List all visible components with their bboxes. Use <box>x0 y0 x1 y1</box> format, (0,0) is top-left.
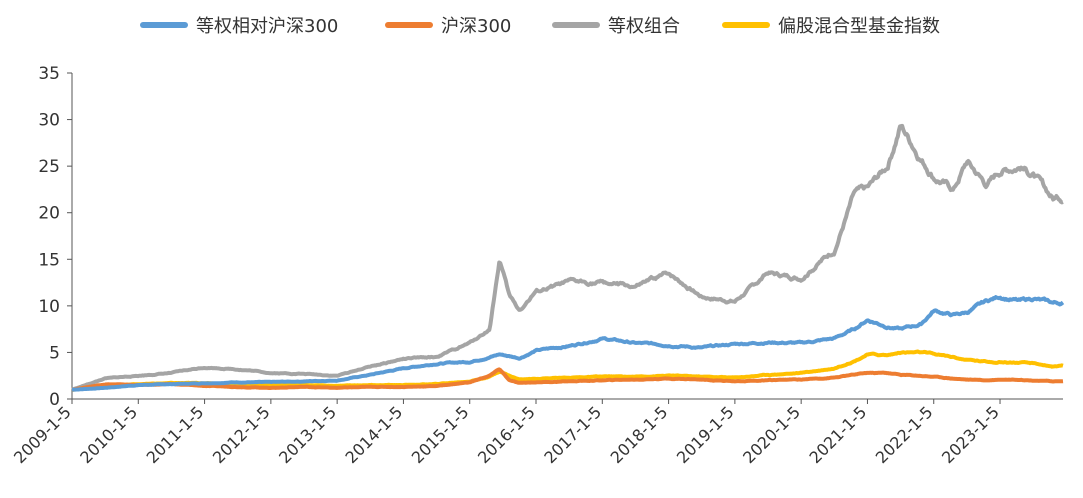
x-tick-label: 2021-1-5 <box>805 402 870 467</box>
x-tick-label: 2012-1-5 <box>209 402 274 467</box>
x-tick-label: 2020-1-5 <box>739 402 804 467</box>
series-line <box>71 367 1064 392</box>
x-tick-label: 2011-1-5 <box>143 402 208 467</box>
x-tick-label: 2023-1-5 <box>938 402 1003 467</box>
legend-item-hybrid-fund-index: 偏股混合型基金指数 <box>722 10 940 40</box>
legend-swatch-hybrid-fund-index <box>722 22 770 28</box>
y-tick-label: 30 <box>38 111 60 131</box>
legend-swatch-equal-weight-portfolio <box>552 22 600 28</box>
x-tick-label: 2018-1-5 <box>607 402 672 467</box>
chart-legend: 等权相对沪深300 沪深300 等权组合 偏股混合型基金指数 <box>0 10 1083 40</box>
series-line <box>71 123 1064 392</box>
x-tick-label: 2014-1-5 <box>341 402 406 467</box>
y-tick-label: 35 <box>38 64 60 84</box>
y-tick-label: 0 <box>49 390 60 410</box>
x-tick-label: 2017-1-5 <box>540 402 605 467</box>
x-tick-label: 2022-1-5 <box>872 402 937 467</box>
series-line <box>71 295 1065 392</box>
x-tick-label: 2013-1-5 <box>275 402 340 467</box>
x-tick-label: 2019-1-5 <box>673 402 738 467</box>
y-axis: 0 5 10 15 20 25 30 35 <box>38 64 73 410</box>
x-tick-label: 2010-1-5 <box>76 402 141 467</box>
y-tick-label: 10 <box>38 297 60 317</box>
legend-item-hs300: 沪深300 <box>385 10 511 40</box>
legend-label-hybrid-fund-index: 偏股混合型基金指数 <box>778 16 940 37</box>
x-axis: 2009-1-5 2010-1-5 2011-1-5 2012-1-5 2013-1-5… <box>10 398 1063 467</box>
y-tick-label: 15 <box>38 250 60 270</box>
y-tick-label: 25 <box>38 157 60 177</box>
y-tick-label: 20 <box>38 204 60 224</box>
y-tick-label: 5 <box>49 343 60 363</box>
legend-label-hs300: 沪深300 <box>441 16 512 37</box>
legend-item-equal-weight-portfolio: 等权组合 <box>552 10 680 40</box>
legend-swatch-hs300 <box>385 22 433 28</box>
series-layer <box>71 123 1065 392</box>
legend-label-equal-weight-relative: 等权相对沪深300 <box>196 16 339 37</box>
x-tick-label: 2015-1-5 <box>408 402 473 467</box>
legend-label-equal-weight-portfolio: 等权组合 <box>608 16 680 37</box>
legend-item-equal-weight-relative: 等权相对沪深300 <box>140 10 338 40</box>
legend-swatch-equal-weight-relative <box>140 22 188 28</box>
x-tick-label: 2009-1-5 <box>10 402 75 467</box>
x-tick-label: 2016-1-5 <box>474 402 539 467</box>
